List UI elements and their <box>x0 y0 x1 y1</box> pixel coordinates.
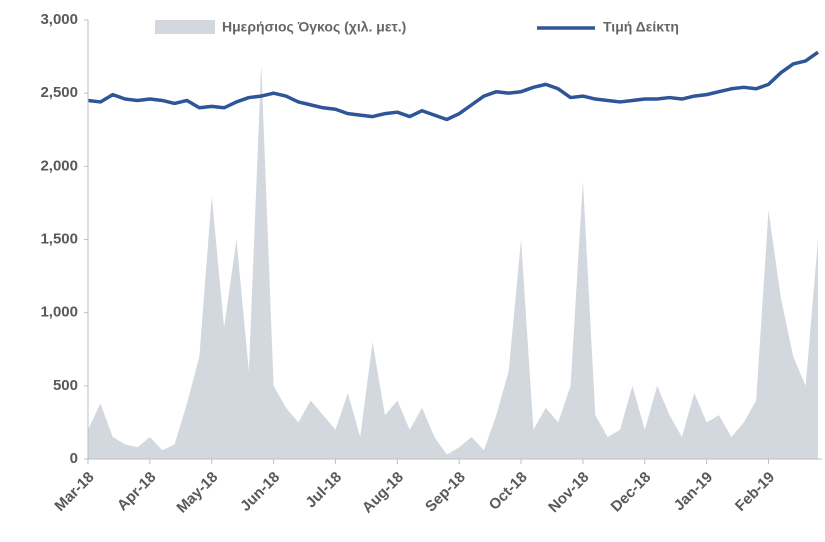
x-tick-label: Dec-18 <box>608 469 655 516</box>
x-tick-label: Aug-18 <box>359 469 407 517</box>
x-tick-label: Nov-18 <box>545 469 592 516</box>
y-tick-label: 1,000 <box>40 304 78 321</box>
x-tick-label: Sep-18 <box>422 469 469 516</box>
y-tick-label: 500 <box>53 377 78 394</box>
legend-label: Τιμή Δείκτη <box>603 19 679 35</box>
x-tick-label: Jun-18 <box>237 469 283 515</box>
x-tick-label: Mar-18 <box>51 469 97 515</box>
index-line <box>87 50 820 122</box>
legend-label: Ημερήσιος Όγκος (χιλ. μετ.) <box>222 19 406 35</box>
x-tick-label: Feb-19 <box>732 469 778 515</box>
y-tick-label: 0 <box>70 450 78 467</box>
x-tick-label: May-18 <box>173 469 221 517</box>
y-tick-label: 2,500 <box>40 84 78 101</box>
x-tick-label: Oct-18 <box>486 469 531 514</box>
volume-area <box>88 63 818 460</box>
x-tick-label: Apr-18 <box>114 469 160 515</box>
x-tick-label: Jan-19 <box>671 469 717 515</box>
legend-swatch <box>155 20 215 34</box>
y-tick-label: 2,000 <box>40 157 78 174</box>
x-tick-label: Jul-18 <box>302 469 345 512</box>
y-tick-label: 1,500 <box>40 230 78 247</box>
y-tick-label: 3,000 <box>40 11 78 28</box>
